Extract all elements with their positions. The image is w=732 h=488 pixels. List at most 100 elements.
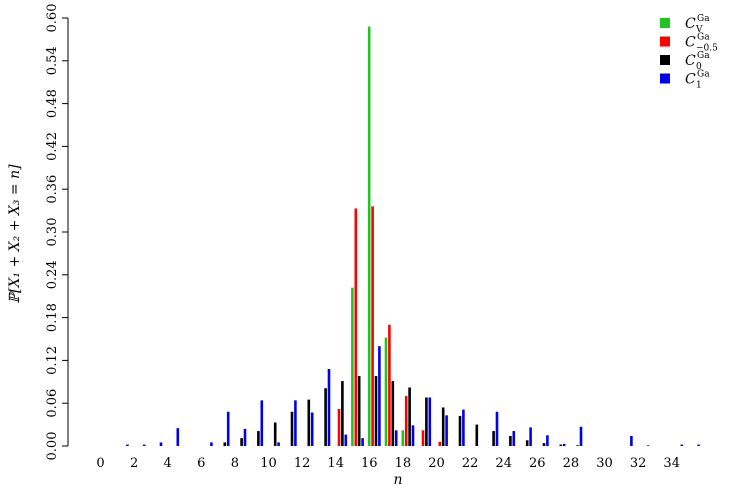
bar-0-n21 xyxy=(458,416,462,446)
x-tick-label: 2 xyxy=(130,456,138,471)
bar-1-n3 xyxy=(159,442,163,446)
x-tick-label: 18 xyxy=(395,456,412,471)
x-tick-label: 8 xyxy=(231,456,239,471)
bar-1-n10 xyxy=(277,442,280,446)
bar-0-n28 xyxy=(576,445,579,446)
bar-1-n9 xyxy=(260,400,264,446)
bar-neg0.5-n18 xyxy=(404,396,408,446)
x-tick-label: 32 xyxy=(630,456,647,471)
bar-0-n13 xyxy=(324,388,327,446)
legend-label: C xyxy=(685,35,696,51)
bar-neg0.5-n16 xyxy=(371,206,374,446)
bar-1-n32 xyxy=(646,445,650,446)
x-tick-label: 0 xyxy=(96,456,104,471)
bar-0-n23 xyxy=(492,431,495,446)
bar-1-n1 xyxy=(126,444,129,446)
bar-1-n24 xyxy=(512,431,516,446)
bar-0-n17 xyxy=(391,381,395,446)
x-tick-label: 14 xyxy=(327,456,344,471)
bar-1-n21 xyxy=(462,409,465,446)
bar-1-n23 xyxy=(495,411,499,446)
bar-1-n31 xyxy=(630,436,633,446)
y-tick-label: 0.24 xyxy=(45,260,60,289)
x-tick-label: 12 xyxy=(294,456,311,471)
bar-1-n20 xyxy=(445,415,448,446)
y-tick-label: 0.30 xyxy=(45,218,60,247)
legend-label: C xyxy=(685,72,696,88)
y-tick-label: 0.18 xyxy=(45,303,60,332)
bar-0-n20 xyxy=(441,407,445,446)
bar-0-n9 xyxy=(257,431,260,446)
bar-1-n18 xyxy=(411,425,415,446)
bar-1-n17 xyxy=(394,430,398,446)
bar-neg0.5-n14 xyxy=(337,408,341,446)
legend-swatch xyxy=(660,18,670,28)
bar-neg0.5-n20 xyxy=(438,441,442,446)
x-tick-label: 10 xyxy=(260,456,277,471)
legend-label-sub: 1 xyxy=(696,81,702,91)
bar-neg0.5-n15 xyxy=(354,208,358,446)
bar-0-n22 xyxy=(475,424,479,446)
legend-label-sup: Ga xyxy=(697,33,710,43)
legend-label: C xyxy=(685,53,696,69)
x-tick-label: 30 xyxy=(596,456,613,471)
legend-label-sub: V xyxy=(695,25,703,35)
bar-V-n15 xyxy=(351,287,354,446)
y-tick-label: 0.00 xyxy=(45,432,60,461)
bar-1-n28 xyxy=(579,426,583,446)
legend-label-sup: Ga xyxy=(697,51,710,61)
bar-neg0.5-n17 xyxy=(388,324,391,446)
bar-1-n35 xyxy=(697,444,700,446)
bar-0-n12 xyxy=(307,399,311,446)
legend-label-sub: −0.5 xyxy=(696,44,718,54)
y-tick-label: 0.36 xyxy=(45,175,60,204)
bar-1-n26 xyxy=(546,435,549,446)
x-tick-label: 34 xyxy=(663,456,680,471)
bar-0-n25 xyxy=(525,440,529,446)
y-tick-label: 0.54 xyxy=(45,46,60,75)
bar-neg0.5-n19 xyxy=(421,430,425,446)
bar-1-n11 xyxy=(294,400,297,446)
bar-1-n8 xyxy=(243,428,247,446)
bar-V-n17 xyxy=(384,337,388,446)
x-tick-label: 16 xyxy=(361,456,378,471)
y-tick-label: 0.42 xyxy=(45,132,60,161)
bar-1-n19 xyxy=(428,397,432,446)
bar-0-n7 xyxy=(223,442,227,446)
bar-0-n15 xyxy=(357,376,361,446)
bar-0-n10 xyxy=(273,422,277,446)
bar-1-n2 xyxy=(142,444,146,446)
x-tick-label: 20 xyxy=(428,456,445,471)
bar-1-n14 xyxy=(344,434,348,446)
y-tick-label: 0.48 xyxy=(45,89,60,118)
x-tick-label: 4 xyxy=(164,456,172,471)
legend-label: C xyxy=(685,16,696,32)
legend-label-sup: Ga xyxy=(697,14,710,24)
y-axis-title: ℙ[X₁ + X₂ + X₃ = n] xyxy=(7,164,23,304)
bar-0-n19 xyxy=(425,397,428,446)
bar-0-n14 xyxy=(341,381,344,446)
legend-label-sub: 0 xyxy=(696,62,702,72)
bar-1-n12 xyxy=(310,412,314,446)
bar-0-n11 xyxy=(290,411,294,446)
bar-1-n25 xyxy=(529,427,532,446)
bar-0-n27 xyxy=(559,444,563,446)
y-tick-label: 0.12 xyxy=(45,346,60,375)
x-axis-title: n xyxy=(393,472,402,488)
legend-swatch xyxy=(660,73,670,84)
bar-V-n16 xyxy=(367,26,371,447)
bar-1-n7 xyxy=(226,411,230,446)
legend-label-sup: Ga xyxy=(697,70,710,80)
y-tick-label: 0.06 xyxy=(45,389,60,418)
y-tick-label: 0.60 xyxy=(45,4,60,33)
bar-0-n16 xyxy=(374,376,378,446)
x-tick-label: 26 xyxy=(529,456,546,471)
legend-swatch xyxy=(660,36,670,47)
bar-0-n26 xyxy=(542,443,546,446)
bar-1-n15 xyxy=(361,438,364,446)
bar-V-n18 xyxy=(401,430,405,446)
bar-0-n18 xyxy=(408,387,411,446)
axes-layer: 0.00 0.06 0.12 0.18 0.24 0.30 0.36 0.42 0.48 0.54… xyxy=(45,4,680,471)
